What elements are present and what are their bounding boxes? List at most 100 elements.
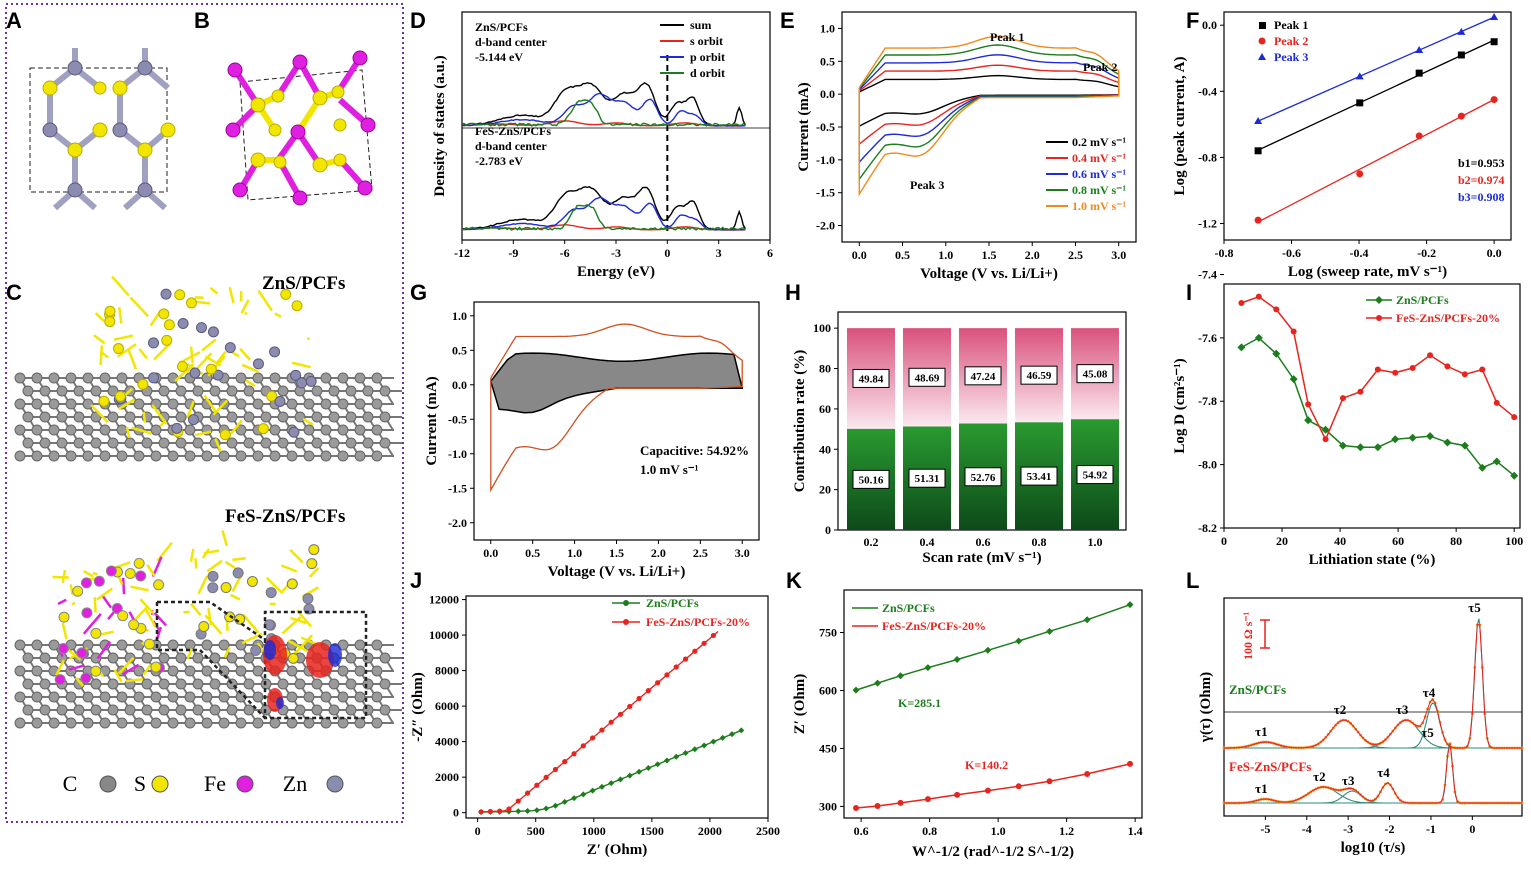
carbon-atom — [99, 450, 111, 462]
carbon-atom — [31, 691, 43, 703]
carbon-atom — [31, 372, 43, 384]
y-tick-label: 1.0 — [452, 309, 467, 323]
carbon-atom — [73, 385, 85, 397]
y-tick-label: -8.2 — [1198, 521, 1217, 535]
zinc-atom — [269, 346, 281, 358]
x-tick-label: -1 — [1426, 822, 1436, 836]
carbon-atom — [286, 691, 298, 703]
x-tick-label: -0.8 — [1215, 246, 1234, 260]
carbon-atom — [31, 450, 43, 462]
value-label-box — [852, 469, 890, 489]
sulfur-atom — [98, 395, 110, 407]
data-point — [626, 772, 633, 779]
dos-p-orbit-line — [461, 92, 746, 127]
carbon-atom — [48, 717, 60, 729]
sulfur-atom — [90, 665, 102, 677]
carbon-atom — [269, 717, 281, 729]
x-tick-label: 6 — [767, 246, 773, 260]
data-point — [1254, 216, 1262, 224]
panel-j-nyquist: J 0 500 1000 1500 2000 2500 0 2000 4000 6000 8000 10… — [410, 568, 780, 858]
fes-bond — [117, 656, 135, 675]
zns-bond — [274, 312, 282, 318]
carbon-atom — [337, 450, 349, 462]
graphene-slab-top — [14, 372, 402, 462]
fes-bond — [156, 541, 173, 562]
dos-d-orbit-line — [461, 99, 746, 127]
legend-marker — [1258, 53, 1266, 60]
carbon-atom — [303, 717, 315, 729]
zinc-atom — [171, 422, 183, 434]
x-tick-label: 0 — [664, 246, 670, 260]
legend-label: FeS-ZnS/PCFs-20% — [882, 619, 986, 633]
y-axis-label: Log (peak current, A) — [1172, 57, 1188, 196]
carbon-atom — [175, 652, 187, 664]
panel-letter-c: C — [6, 280, 22, 305]
carbon-atom — [209, 678, 221, 690]
data-point — [738, 727, 745, 734]
data-point — [682, 656, 689, 662]
b-value-label: b3=0.908 — [1458, 190, 1505, 204]
carbon-atom — [14, 717, 26, 729]
fes-bond — [121, 663, 140, 676]
carbon-atom — [362, 437, 374, 449]
zns-bond — [99, 345, 104, 366]
panel-letter-l: L — [1186, 568, 1199, 593]
fes-bond — [68, 664, 85, 671]
data-point — [478, 809, 484, 815]
carbon-atom — [82, 717, 94, 729]
legend-element-label: Zn — [283, 771, 307, 796]
zns-bond — [240, 299, 250, 314]
y-tick-label: 1.0 — [820, 21, 835, 35]
fes-bond — [69, 584, 74, 595]
carbon-atom — [116, 372, 128, 384]
zns-bond — [239, 347, 251, 361]
y-tick-label: 80 — [819, 362, 831, 376]
data-point — [1083, 616, 1091, 624]
y-tick-label: 300 — [819, 799, 837, 813]
zns-bond — [111, 275, 130, 297]
data-point — [1415, 46, 1424, 53]
data-point — [1510, 471, 1519, 480]
zns-bond — [241, 363, 260, 374]
x-axis-label: Log (sweep rate, mV s⁻¹) — [1288, 264, 1447, 280]
carbon-atom — [311, 704, 323, 716]
data-point — [1237, 343, 1246, 352]
data-point — [561, 798, 568, 805]
sulfur-atom — [150, 661, 162, 673]
data-point — [874, 679, 882, 687]
x-axis-label: Scan rate (mV s⁻¹) — [922, 550, 1041, 566]
dos-material-name: ZnS/PCFs — [475, 20, 528, 34]
carbon-atom — [201, 450, 213, 462]
zns-bond — [204, 614, 223, 635]
carbon-atom — [107, 385, 119, 397]
zns-bond — [186, 400, 195, 419]
carbon-atom — [345, 704, 357, 716]
data-point — [1391, 435, 1400, 444]
sulfur-atom — [133, 557, 145, 569]
carbon-atom — [14, 665, 26, 677]
zns-bond — [142, 411, 147, 423]
data-point — [580, 743, 586, 749]
carbon-atom — [14, 398, 26, 410]
carbon-atom — [124, 704, 136, 716]
tau-label: τ5 — [1421, 725, 1434, 740]
data-point — [1415, 132, 1423, 140]
carbon-atom — [158, 437, 170, 449]
data-point — [533, 807, 540, 814]
zns-bond — [302, 417, 314, 426]
x-tick-label: 2.0 — [651, 546, 666, 560]
diffusion-value-label: 49.84 — [859, 373, 884, 385]
x-tick-label: 1.0 — [991, 824, 1006, 838]
plot-frame — [1223, 11, 1512, 241]
zns-bond — [291, 361, 311, 369]
carbon-atom — [175, 411, 187, 423]
y-tick-label: 6000 — [435, 699, 459, 713]
carbon-atom — [201, 665, 213, 677]
legend-element-swatch — [151, 775, 169, 793]
data-point — [562, 759, 568, 765]
sulfur-atom — [287, 652, 299, 664]
legend-label: 0.8 mV s⁻¹ — [1072, 183, 1126, 197]
fes-bond — [96, 640, 112, 660]
carbon-atom — [226, 411, 238, 423]
x-tick-label: 1500 — [640, 824, 664, 838]
